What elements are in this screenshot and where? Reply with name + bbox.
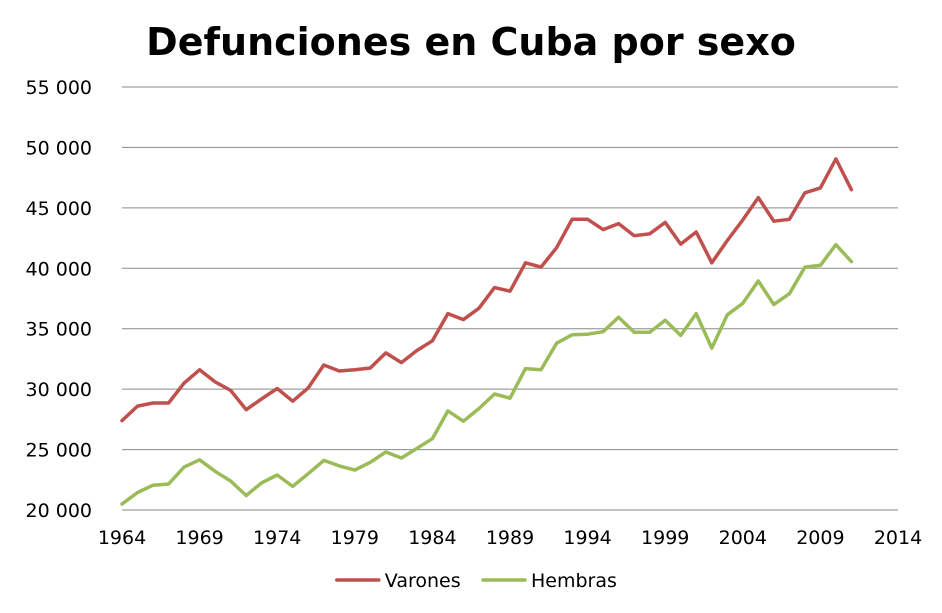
series-lines [120,157,854,506]
y-tick-label: 30 000 [26,379,92,401]
y-tick-label: 35 000 [26,319,92,341]
x-tick-label: 2009 [796,527,844,549]
x-tick-label: 1964 [98,527,146,549]
y-tick-label: 25 000 [26,440,92,462]
y-axis-tick-labels: 20 000 25 000 30 000 35 000 40 000 45 000 50 0… [26,77,92,522]
series-line-hembras [120,242,854,506]
x-tick-label: 2004 [719,527,767,549]
x-tick-label: 1974 [253,527,301,549]
y-tick-label: 50 000 [26,137,92,159]
x-tick-label: 1979 [331,527,379,549]
x-tick-label: 1969 [175,527,223,549]
x-tick-label: 1994 [563,527,611,549]
y-tick-label: 55 000 [26,77,92,99]
grid-lines [122,86,898,511]
y-tick-label: 40 000 [26,258,92,280]
series-line-varones [120,157,854,423]
chart-title: Defunciones en Cuba por sexo [146,20,796,64]
legend-label-hembras: Hembras [531,570,617,592]
y-tick-label: 20 000 [26,500,92,522]
legend-label-varones: Varones [385,570,461,592]
x-tick-label: 1984 [408,527,456,549]
x-tick-label: 1989 [486,527,534,549]
x-axis-tick-labels: 1964 1969 1974 1979 1984 1989 1994 1999 2004 2009… [98,527,922,549]
legend: Varones Hembras [335,570,617,592]
y-tick-label: 45 000 [26,198,92,220]
x-tick-label: 2014 [874,527,922,549]
x-tick-label: 1999 [641,527,689,549]
